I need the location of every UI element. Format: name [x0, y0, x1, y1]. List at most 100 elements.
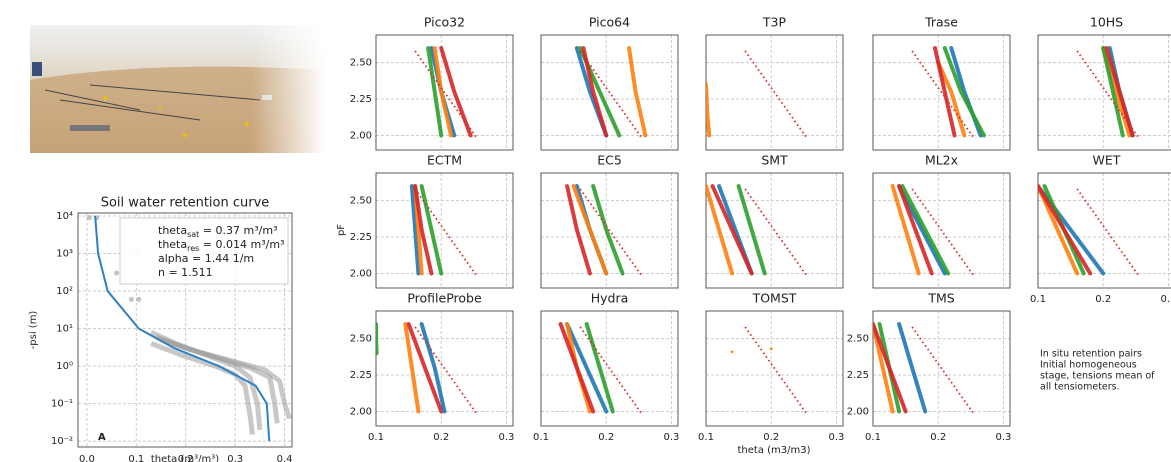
- observation-point: [128, 296, 134, 302]
- y-tick-label: 10⁻¹: [51, 399, 73, 410]
- sensor-line: [439, 46, 473, 138]
- panel-frame: [1037, 172, 1171, 289]
- annotation-subscript: res: [187, 244, 199, 253]
- x-tick-label: 0.3: [996, 432, 1012, 443]
- annotation-text: = 0.37 m³/m³: [199, 224, 277, 237]
- y-tick-label: 2.50: [350, 58, 372, 69]
- panel-plot: [574, 46, 648, 139]
- sensor-line: [558, 322, 596, 414]
- panel-title: Hydra: [591, 291, 629, 306]
- panel-frame: [375, 310, 514, 427]
- annotation-subscript: sat: [187, 230, 199, 239]
- x-tick-label: 0.2: [1095, 294, 1111, 305]
- plot-frame: [77, 212, 293, 448]
- sensor-line: [584, 322, 615, 414]
- model-line: [744, 326, 808, 415]
- sensor-line: [571, 184, 609, 276]
- x-tick-label: 0.4: [277, 454, 293, 462]
- note: all tensiometers.: [1040, 382, 1120, 393]
- y-tick-label: 2.25: [350, 370, 372, 381]
- annotation-text: theta: [158, 238, 187, 251]
- panel-frame: [540, 34, 679, 151]
- panel-plot: [873, 322, 975, 415]
- panel-plot: [730, 326, 808, 415]
- sensor-point: [769, 347, 773, 351]
- panel-frame: [705, 310, 844, 427]
- sensor-line: [419, 322, 447, 414]
- model-line: [1076, 188, 1140, 277]
- panel-plot: [706, 50, 808, 139]
- y-axis-label: pF: [336, 224, 347, 236]
- panel-title: ECTM: [427, 153, 462, 168]
- sensor-line: [897, 322, 928, 414]
- panel-title: 10HS: [1090, 15, 1123, 30]
- panel-title: Pico64: [589, 15, 630, 30]
- panel-title: WET: [1093, 153, 1121, 168]
- x-tick-label: 0.3: [499, 432, 515, 443]
- x-tick-label: 0.0: [79, 454, 95, 462]
- panel-title: Pico32: [424, 15, 465, 30]
- sensor-point: [730, 350, 734, 354]
- sensor-line: [900, 184, 951, 276]
- sensor-line: [897, 184, 934, 276]
- panel-title: TMS: [927, 291, 954, 306]
- annotation-text: alpha = 1.44 1/m: [158, 252, 254, 265]
- y-tick-label: 2.50: [847, 334, 869, 345]
- panel-frame: [540, 172, 679, 289]
- x-tick-label: 0.2: [930, 432, 946, 443]
- note: stage, tensions mean of: [1040, 371, 1155, 382]
- annotation: n = 1.511: [158, 266, 213, 279]
- x-axis-label: theta (m³/m³): [151, 454, 219, 462]
- sensor-line: [581, 46, 609, 138]
- y-tick-label: 2.25: [350, 232, 372, 243]
- panel-plot: [890, 184, 975, 277]
- y-tick-label: 2.25: [847, 370, 869, 381]
- sensor-line: [1104, 46, 1135, 138]
- y-tick-label: 2.50: [350, 334, 372, 345]
- panel-plot: [376, 322, 478, 415]
- sensor-line: [873, 322, 908, 414]
- panel-frame: [872, 172, 1011, 289]
- panel-frame: [1037, 34, 1171, 151]
- annotation-text: = 0.014 m³/m³: [199, 238, 284, 251]
- x-tick-label: 0.3: [1161, 294, 1171, 305]
- sensor-line: [432, 46, 454, 138]
- y-tick-label: 10⁻²: [51, 436, 73, 447]
- field-photo: [30, 25, 325, 153]
- sensor-line: [936, 60, 967, 138]
- y-tick-label: 10³: [56, 249, 73, 260]
- panel-title: SMT: [761, 153, 788, 168]
- sensor-line: [710, 184, 754, 276]
- panel-frame: [705, 172, 844, 289]
- sensor-line: [873, 322, 895, 414]
- note: Initial homogeneous: [1040, 360, 1137, 371]
- panel-frame: [872, 34, 1011, 151]
- panel-plot: [1038, 184, 1140, 277]
- sensor-line: [413, 184, 434, 276]
- panel-plot: [1076, 46, 1140, 139]
- sensor-line: [1101, 46, 1125, 138]
- panel-plot: [565, 184, 643, 277]
- observation-point: [136, 296, 142, 302]
- annotation: alpha = 1.44 1/m: [158, 252, 254, 265]
- x-tick-label: 0.2: [433, 432, 449, 443]
- panel-frame: [375, 34, 514, 151]
- panel-plot: [558, 322, 643, 415]
- sensor-line: [932, 46, 957, 138]
- observation-line: [150, 341, 255, 435]
- sensor-line: [706, 82, 712, 138]
- y-tick-label: 2.50: [350, 196, 372, 207]
- x-tick-label: 0.1: [368, 432, 384, 443]
- sensor-line: [565, 322, 609, 414]
- panel-frame: [872, 310, 1011, 427]
- sensor-line: [426, 46, 444, 138]
- sensor-line: [565, 184, 592, 276]
- observation-point: [114, 270, 120, 276]
- annotation: thetasat = 0.37 m³/m³: [158, 224, 277, 239]
- x-tick-label: 0.3: [227, 454, 243, 462]
- sensor-line: [1038, 184, 1093, 276]
- panel-title: TOMST: [752, 291, 797, 306]
- x-tick-label: 0.2: [763, 432, 779, 443]
- sensor-line: [591, 184, 625, 276]
- plot-area: [86, 215, 292, 442]
